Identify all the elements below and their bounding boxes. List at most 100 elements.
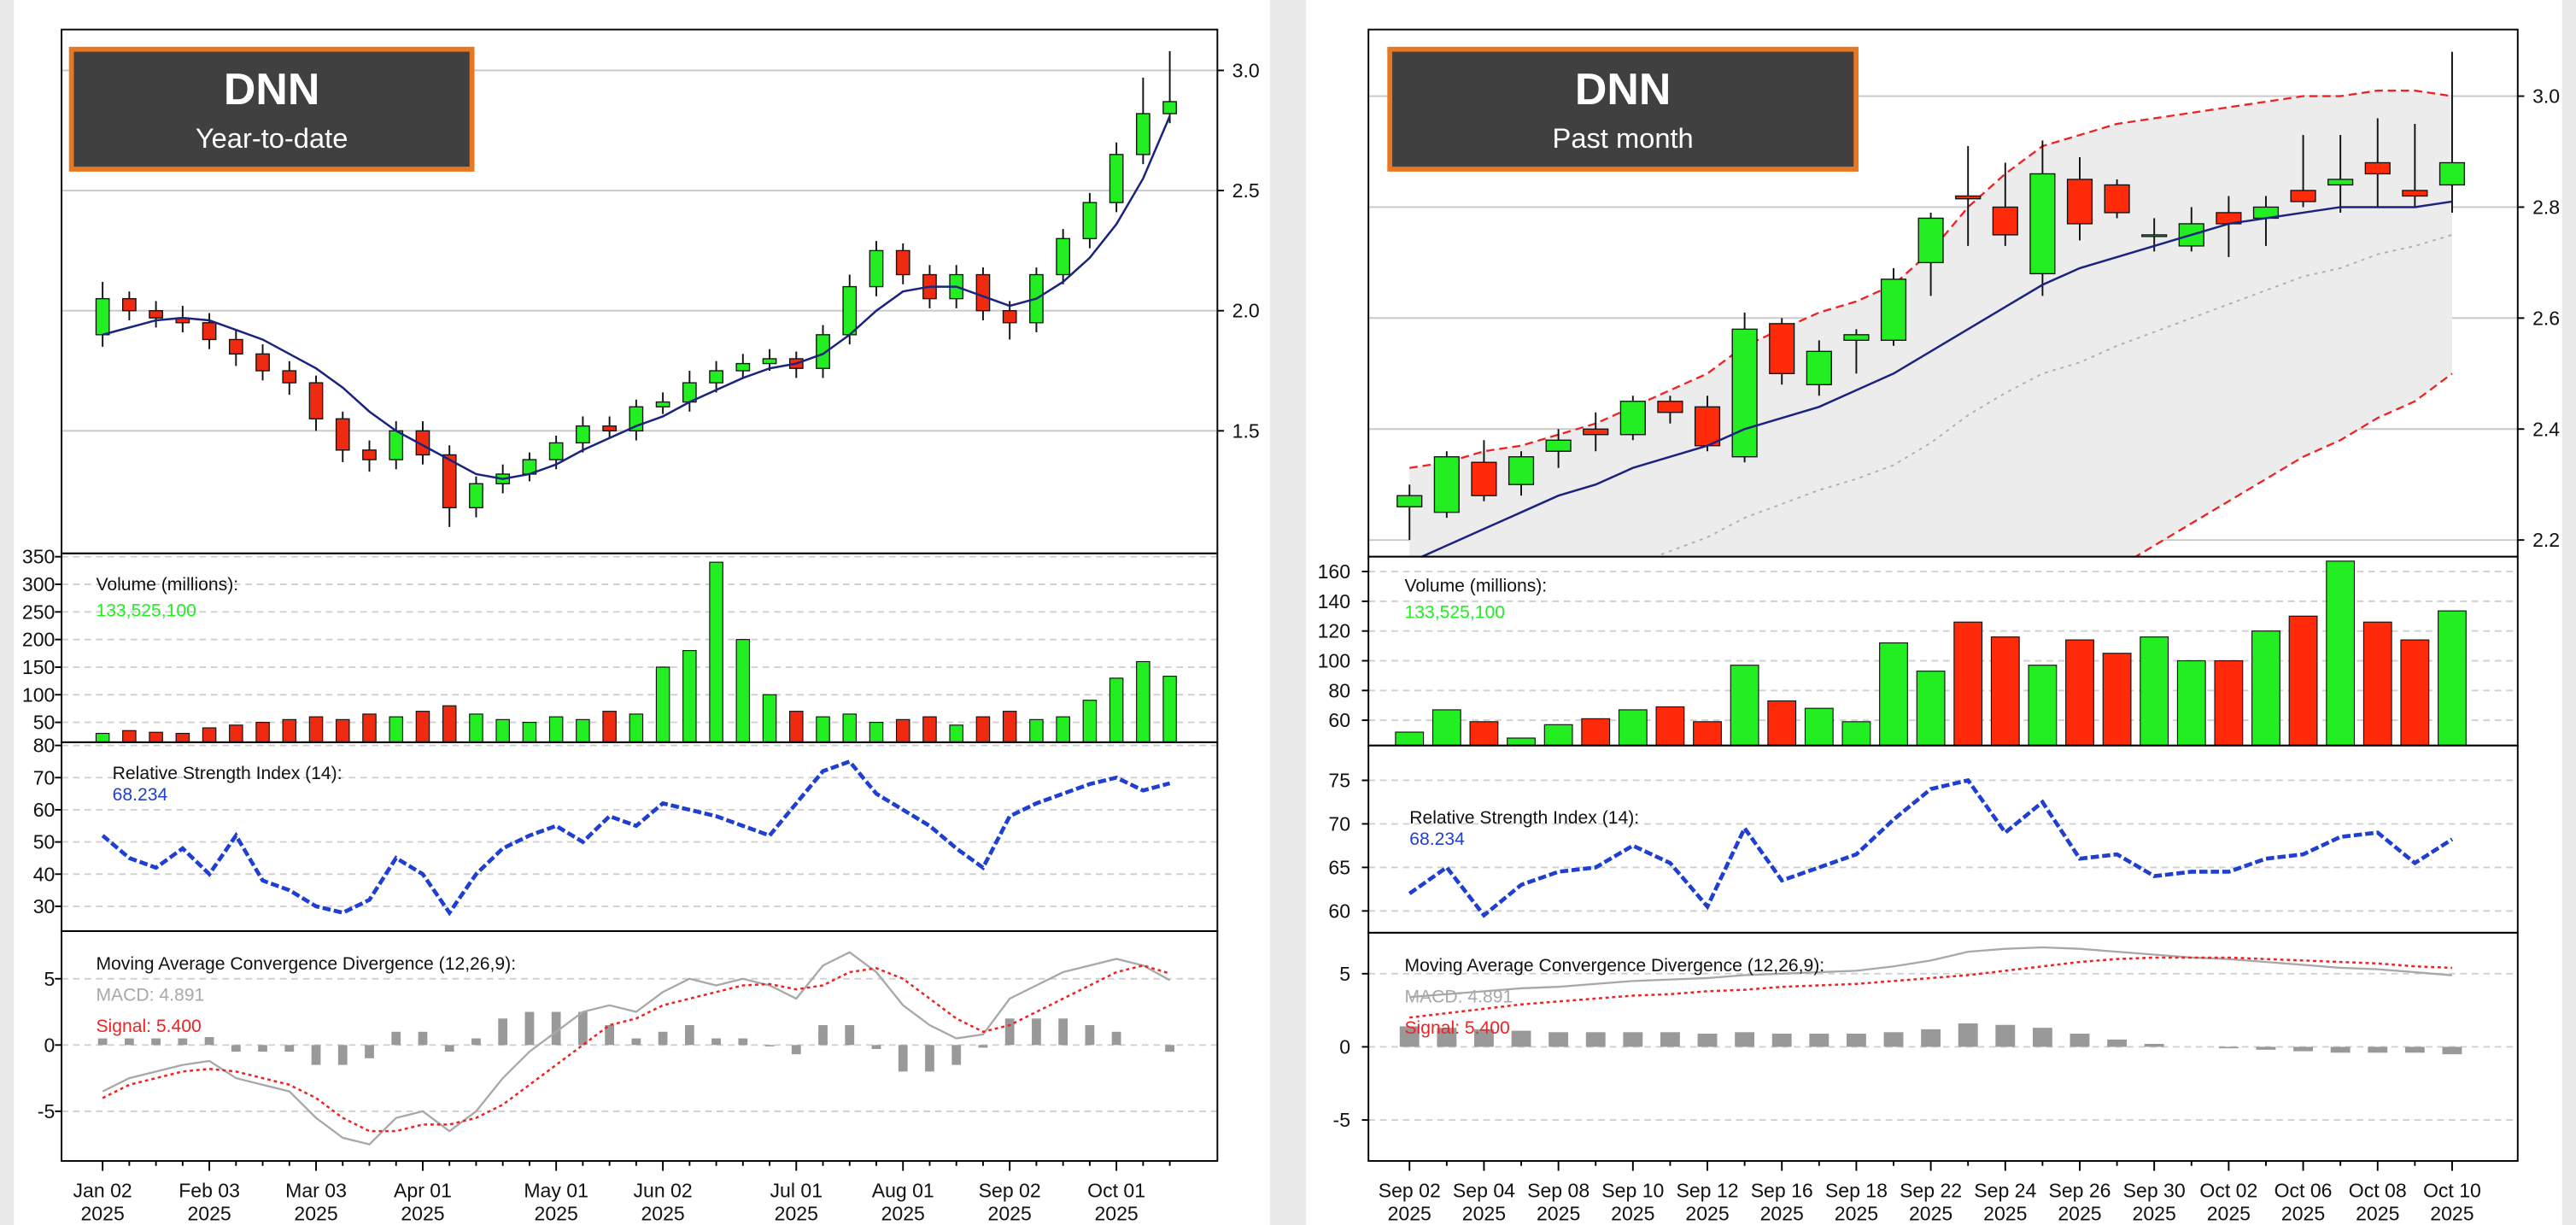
candle-body <box>2104 184 2130 214</box>
candle-body <box>1433 456 1460 513</box>
macd-histogram-bar <box>204 1037 214 1046</box>
macd-histogram-bar <box>978 1045 988 1048</box>
volume-bar <box>175 732 190 742</box>
candle-body <box>362 449 377 460</box>
macd-histogram-bar <box>178 1038 188 1046</box>
macd-histogram-bar <box>2330 1046 2351 1053</box>
volume-bar <box>469 713 483 742</box>
volume-bar <box>709 561 723 742</box>
volume-bar <box>335 718 350 742</box>
volume-bar <box>308 716 324 742</box>
bollinger-band <box>1409 91 2452 557</box>
volume-bar <box>1029 718 1044 742</box>
macd-histogram-bar <box>1399 1026 1420 1047</box>
volume-bar <box>1804 707 1834 746</box>
y-tick-label: 70 <box>33 766 56 788</box>
chart-title: DNN <box>224 64 319 114</box>
macd-histogram-bar <box>1085 1025 1095 1046</box>
macd-histogram-bar <box>2070 1034 2090 1047</box>
candle-body <box>1955 195 1982 200</box>
x-tick-year: 2025 <box>1760 1203 1804 1225</box>
x-tick-year: 2025 <box>2430 1203 2474 1225</box>
macd-histogram-bar <box>1846 1034 1866 1047</box>
volume-bar <box>1953 621 1983 746</box>
x-tick-label: May 01 <box>524 1180 588 1202</box>
x-tick-label: Sep 02 <box>979 1180 1041 1202</box>
candle-body <box>762 358 777 365</box>
volume-bar <box>255 722 270 742</box>
volume-bar <box>922 716 937 742</box>
volume-bar <box>2028 665 2058 746</box>
y-tick-label: 100 <box>1318 649 1350 671</box>
volume-bar <box>1056 716 1070 742</box>
volume-bar <box>1841 721 1871 746</box>
macd-histogram-bar <box>1995 1024 2016 1047</box>
macd-histogram-bar <box>231 1045 241 1052</box>
volume-bar <box>1916 671 1946 746</box>
volume-label: Volume (millions): <box>96 575 238 595</box>
candle-body <box>335 418 350 451</box>
volume-bar <box>2176 659 2206 746</box>
candle-body <box>1135 113 1150 155</box>
macd-histogram-bar <box>1883 1032 1904 1047</box>
volume-bar <box>2251 630 2280 746</box>
volume-bar <box>869 722 884 742</box>
candle-body <box>1769 323 1795 374</box>
rsi-line <box>101 759 1171 917</box>
y-tick-label: 120 <box>1318 620 1350 642</box>
macd-histogram-bar <box>124 1038 134 1046</box>
macd-label: Moving Average Convergence Divergence (1… <box>1404 956 1824 976</box>
sma-line <box>102 115 1171 480</box>
macd-histogram-bar <box>471 1038 481 1046</box>
candle-body <box>202 322 217 341</box>
y-tick-label: 5 <box>1339 963 1350 985</box>
macd-histogram-bar <box>418 1031 428 1046</box>
chart-title: DNN <box>1575 64 1671 114</box>
y-tick-label: 2.5 <box>1232 179 1260 202</box>
macd-histogram-bar <box>1032 1018 1041 1046</box>
x-tick-label: Mar 03 <box>285 1180 347 1202</box>
y-tick-label: 2.8 <box>2532 196 2560 218</box>
macd-histogram-bar <box>1437 1028 1457 1047</box>
candle-body <box>255 353 270 372</box>
macd-histogram-bar <box>2404 1046 2425 1053</box>
volume-bar <box>229 724 243 742</box>
panel-frame <box>61 929 1219 1162</box>
volume-bar <box>1469 721 1499 746</box>
y-tick-label: 250 <box>22 601 55 623</box>
candle-body <box>1843 334 1870 342</box>
volume-label: Volume (millions): <box>1404 577 1547 596</box>
x-tick-label: Sep 12 <box>1676 1180 1738 1202</box>
volume-bar <box>1618 709 1648 746</box>
macd-histogram-bar <box>551 1011 561 1046</box>
macd-histogram-bar <box>97 1038 108 1046</box>
x-tick-year: 2025 <box>187 1203 231 1225</box>
candle-body <box>1056 237 1071 276</box>
candle-body <box>2327 179 2354 186</box>
candle-body <box>2402 190 2428 197</box>
x-tick-label: Sep 16 <box>1751 1180 1813 1202</box>
y-tick-label: 5 <box>44 968 56 990</box>
y-tick-label: 200 <box>22 629 55 651</box>
candle-body <box>1917 217 1944 264</box>
volume-bar <box>122 730 137 742</box>
y-tick-label: 3.0 <box>2532 85 2560 108</box>
macd-histogram-bar <box>2256 1046 2276 1050</box>
signal-line <box>102 964 1170 1133</box>
macd-histogram-bar <box>631 1038 641 1046</box>
volume-bar <box>1879 642 1908 746</box>
x-tick-label: Feb 03 <box>179 1180 240 1202</box>
title-box <box>68 46 475 172</box>
x-tick-label: Sep 30 <box>2123 1180 2186 1202</box>
macd-histogram-bar <box>1771 1034 1792 1047</box>
title-box <box>1387 46 1859 172</box>
macd-histogram-bar <box>1921 1029 1941 1047</box>
candle-body <box>1880 278 1907 342</box>
volume-bar <box>816 716 830 742</box>
candle-body <box>869 249 884 288</box>
candle-body <box>2066 179 2093 225</box>
macd-histogram-bar <box>1585 1032 1606 1047</box>
volume-bar <box>442 705 457 742</box>
x-tick-year: 2025 <box>2058 1203 2101 1225</box>
